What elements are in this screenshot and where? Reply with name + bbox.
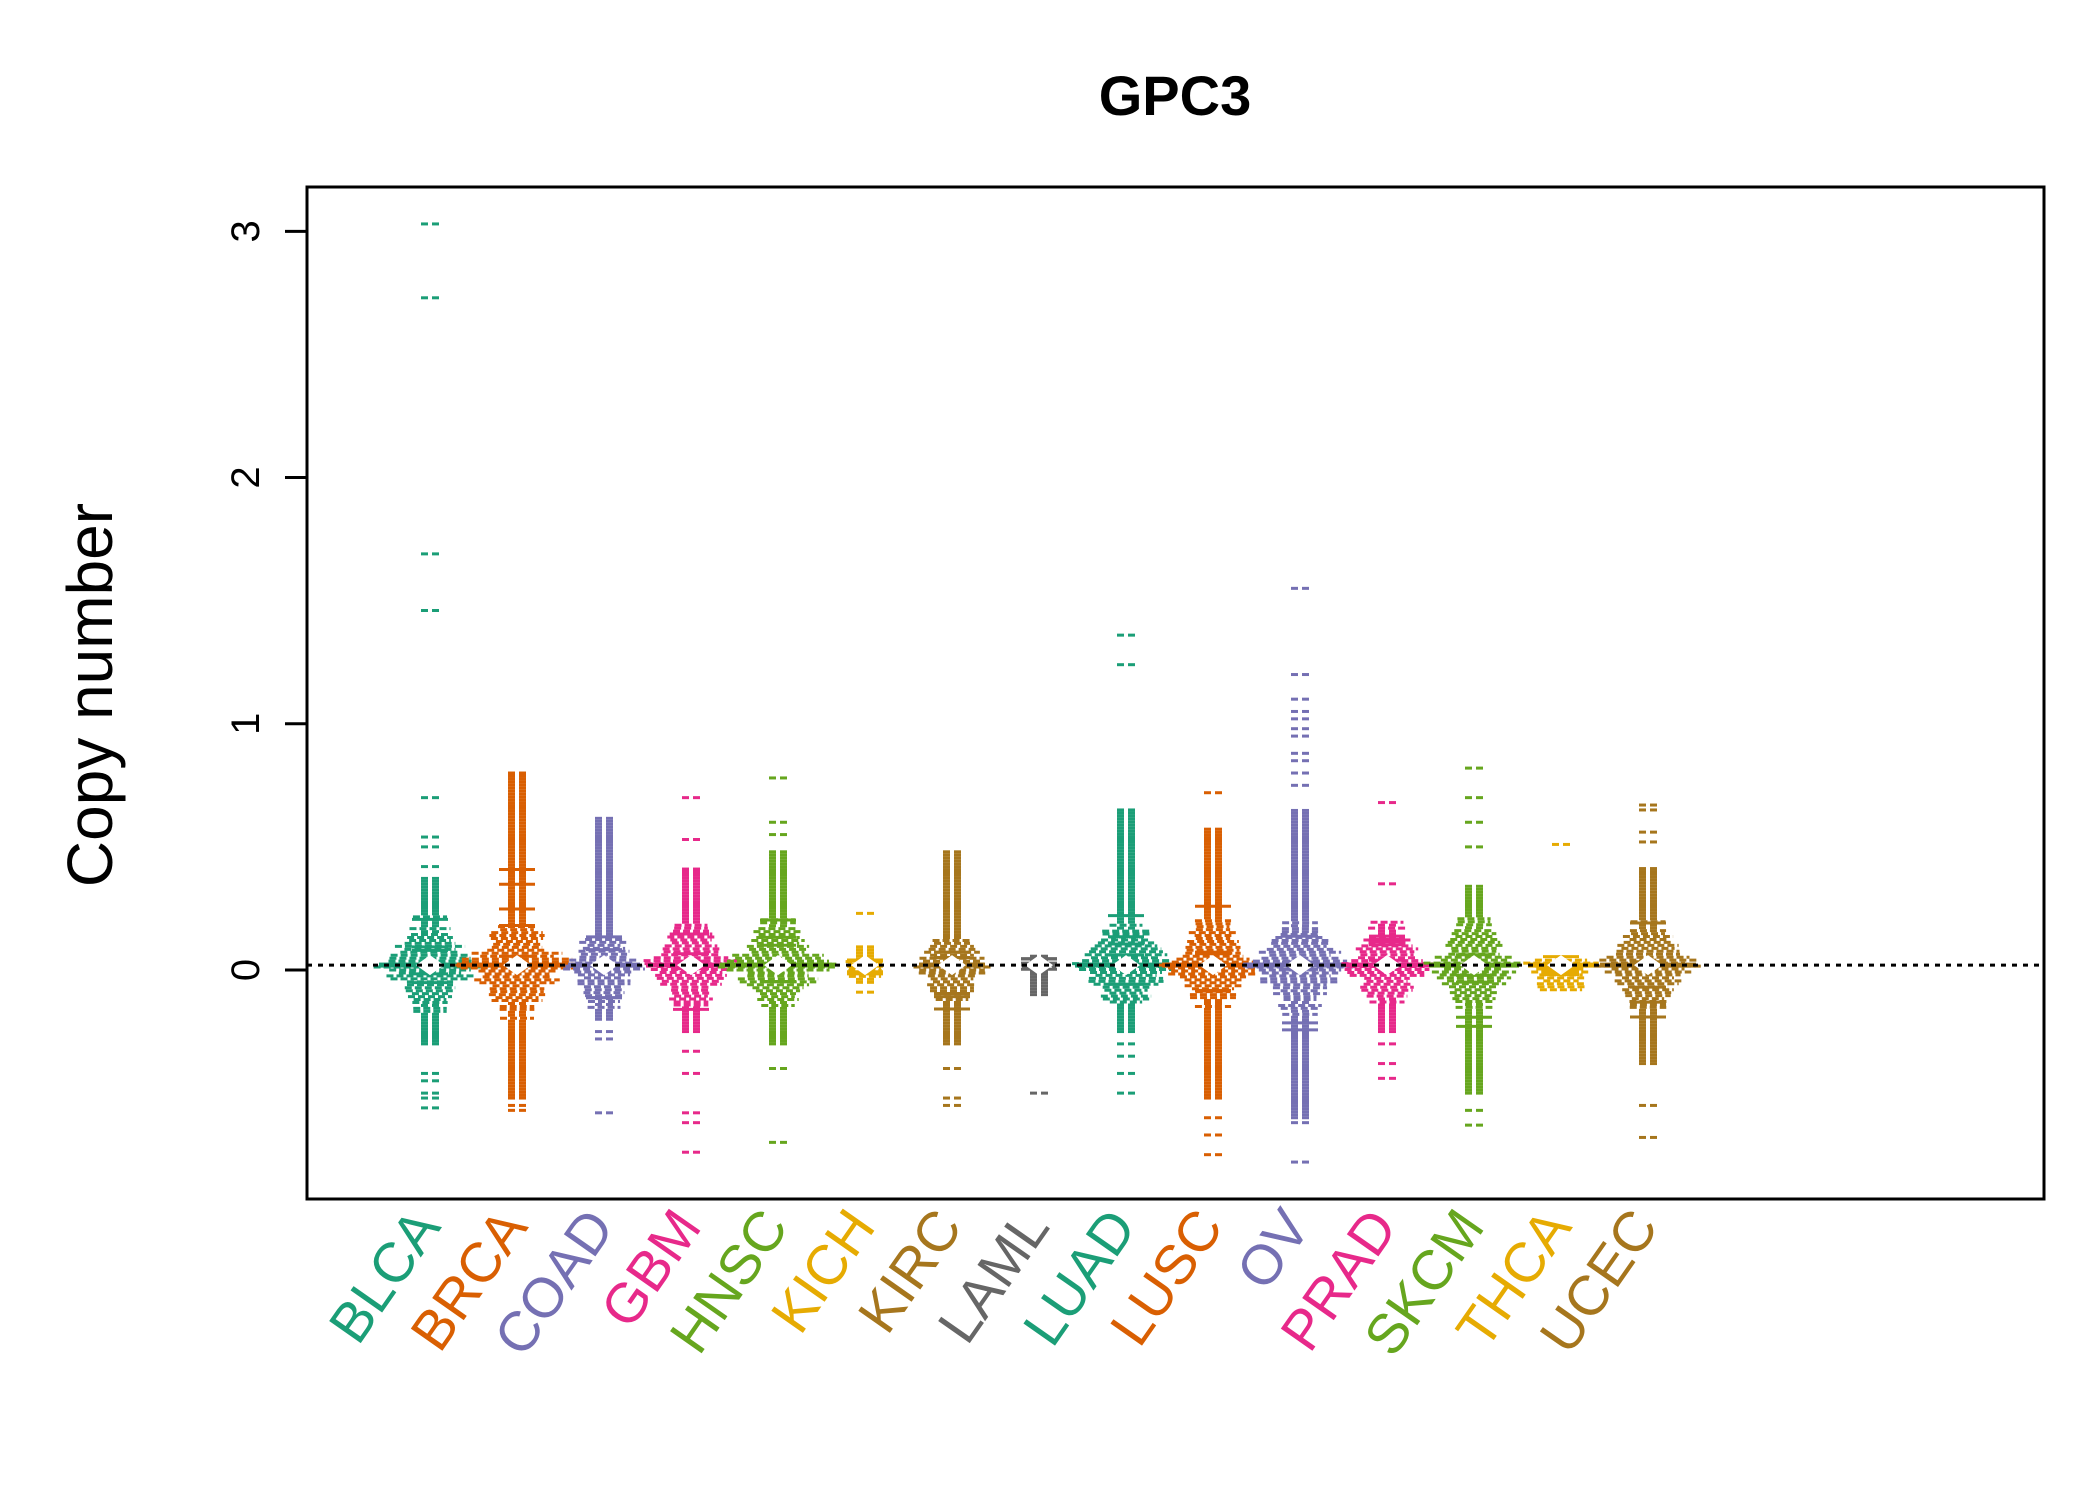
median-marker xyxy=(1634,955,1662,976)
series-hnsc xyxy=(717,776,839,1144)
chart-title: GPC3 xyxy=(1099,64,1252,127)
plot-points xyxy=(373,222,1703,1164)
y-axis-label: Copy number xyxy=(54,503,126,887)
series-ucec xyxy=(1593,803,1703,1139)
y-axis: 0 1 2 3 xyxy=(224,220,307,981)
median-marker xyxy=(938,955,966,976)
series-coad xyxy=(563,816,645,1115)
series-kich xyxy=(845,911,885,994)
series-kirc xyxy=(913,850,991,1107)
median-marker xyxy=(677,955,705,976)
series-gbm xyxy=(643,796,739,1154)
y-tick-label: 2 xyxy=(224,466,268,488)
y-tick-label: 3 xyxy=(224,220,268,242)
y-tick-label: 1 xyxy=(224,713,268,735)
median-marker xyxy=(764,955,792,976)
y-tick-label: 0 xyxy=(224,959,268,981)
median-marker xyxy=(851,955,879,976)
series-luad xyxy=(1072,633,1180,1095)
series-laml xyxy=(1021,954,1057,1095)
plot-frame xyxy=(305,185,2046,1201)
series-skcm xyxy=(1423,766,1525,1127)
median-marker xyxy=(1025,955,1053,976)
